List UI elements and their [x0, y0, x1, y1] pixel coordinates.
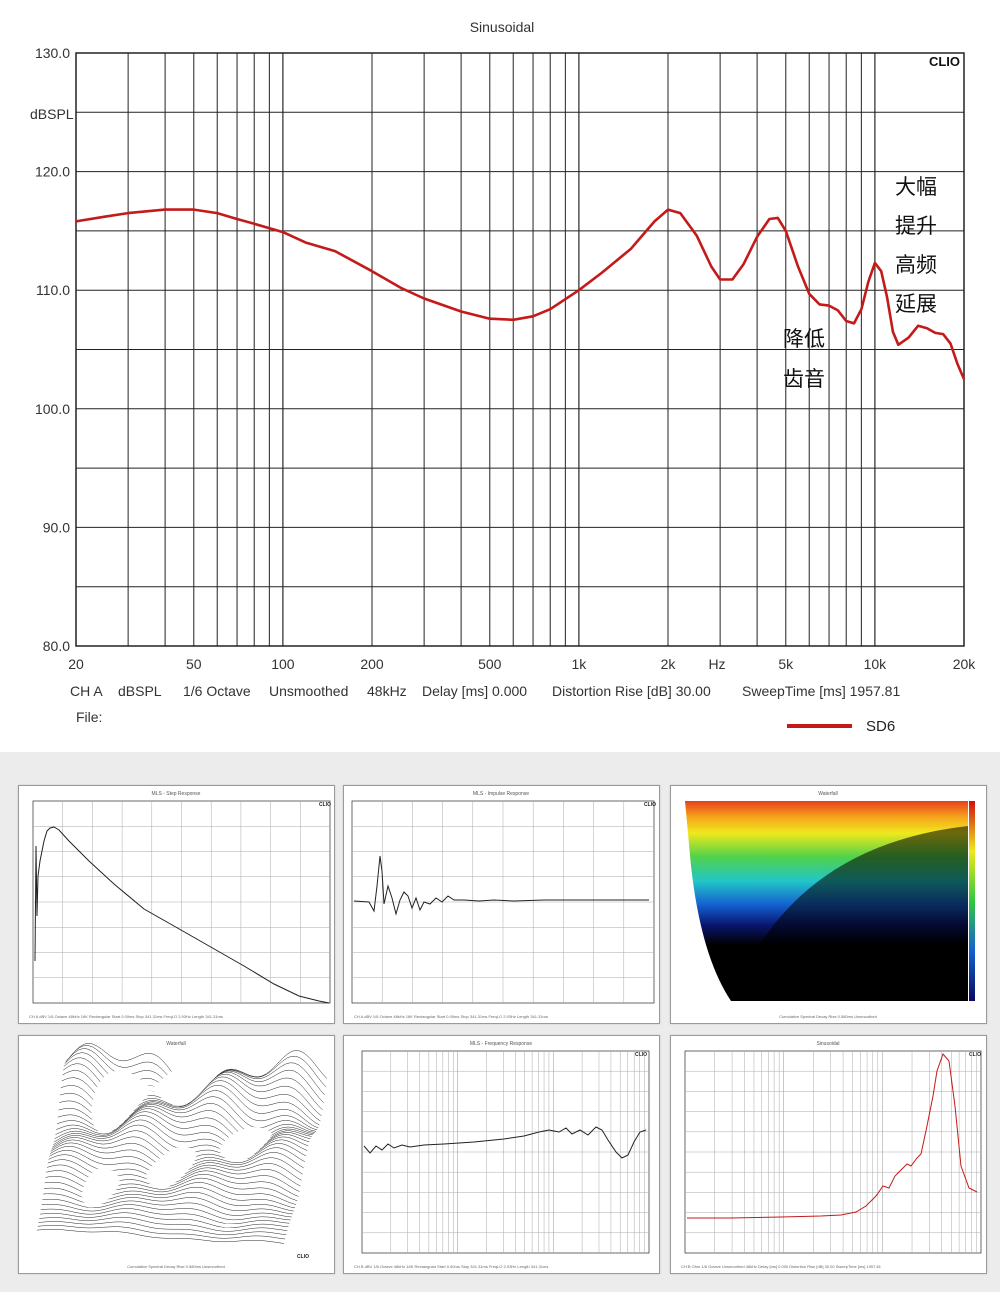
thumb-title: Waterfall: [166, 1041, 186, 1047]
x-tick-label: 50: [186, 656, 202, 672]
thumb-title: MLS - Frequency Response: [470, 1041, 532, 1047]
y-tick-label: 120.0: [35, 164, 70, 180]
thumb-footer: CH B Ohm 1/6 Octave Unsmoothed 48kHz Del…: [681, 1264, 882, 1269]
thumb-title: Waterfall: [818, 791, 838, 797]
waterfall-mask: [685, 801, 731, 1001]
y-tick-label: 130.0: [35, 45, 70, 61]
x-tick-label: 1k: [571, 656, 587, 672]
y-tick-label: 110.0: [36, 282, 70, 298]
thumb-clio-logo: CLIO: [319, 802, 331, 808]
info-rate: 48kHz: [367, 683, 407, 699]
waterfall-slice: [42, 1198, 292, 1218]
y-axis-label: dBSPL: [30, 106, 74, 122]
annotation-line-3: 高频: [895, 254, 937, 277]
info-smoothing: 1/6 Octave: [183, 683, 251, 699]
thumb-footer: CH A dBV 1/6 Octave 48kHz 16K Rectangula…: [354, 1014, 548, 1019]
thumb-impulse-svg: MLS - Impulse Response CLIO CH A dBV 1/6…: [351, 791, 656, 1019]
y-tick-labels: 130.0 120.0 110.0 100.0 90.0 80.0: [35, 45, 70, 654]
thumb-clio-logo: CLIO: [297, 1254, 309, 1260]
x-tick-label: 200: [360, 656, 384, 672]
thumb-waterfall-3d: Waterfall CLIO Cumulative Spectral Decay…: [18, 1035, 335, 1274]
x-tick-label: 2k: [661, 656, 677, 672]
grid: [76, 53, 964, 646]
measurement-info: CH A dBSPL 1/6 Octave Unsmoothed 48kHz D…: [70, 683, 900, 725]
clio-logo: CLIO: [929, 54, 960, 69]
thumb-impulse-response: MLS - Impulse Response CLIO CH A dBV 1/6…: [343, 785, 660, 1024]
x-tick-label: 5k: [778, 656, 794, 672]
thumb-waterfall-3d-svg: Waterfall CLIO Cumulative Spectral Decay…: [36, 1041, 328, 1269]
thumb-sinus-svg: Sinusoidal CLIO CH B Ohm 1/6 Octave Unsm…: [681, 1041, 982, 1269]
thumb-clio-logo: CLIO: [969, 1052, 981, 1058]
x-tick-label: 100: [271, 656, 295, 672]
annotation-line-1: 大幅: [895, 176, 937, 199]
main-chart-svg: Sinusoidal dBSPL CLIO 130.0 120.0 110.0 100…: [30, 19, 976, 735]
thumb-grid: [351, 800, 655, 1004]
info-delay: Delay [ms] 0.000: [422, 683, 527, 699]
x-tick-label: 20k: [953, 656, 977, 672]
thumb-title: MLS - Step Response: [152, 791, 201, 797]
annotation-line-4: 延展: [895, 293, 937, 316]
thumb-frequency-response: MLS - Frequency Response CLIO CH B dBV 1…: [343, 1035, 660, 1274]
waterfall-colour-scale: [969, 801, 975, 1001]
waterfall-slice: [38, 1221, 287, 1236]
thumb-step-curve: [34, 826, 330, 1004]
y-tick-label: 100.0: [35, 401, 70, 417]
waterfall-slice: [36, 1229, 285, 1244]
info-sweep: SweepTime [ms] 1957.81: [742, 683, 900, 699]
waterfall-3d-slices: [36, 1043, 328, 1244]
info-channel: CH A: [70, 683, 103, 699]
thumb-title: Sinusoidal: [816, 1041, 839, 1047]
thumb-sinusoidal: Sinusoidal CLIO CH B Ohm 1/6 Octave Unsm…: [670, 1035, 987, 1274]
x-tick-label: 20: [68, 656, 84, 672]
y-tick-label: 80.0: [43, 638, 70, 654]
thumb-waterfall-color: Waterfall Cumulative Spectral Decay Rise…: [670, 785, 987, 1024]
annotation-sibilance: 降低 齿音: [783, 328, 825, 391]
waterfall-decay-shadow: [731, 826, 968, 1001]
waterfall-slice: [40, 1208, 290, 1225]
thumb-freq-svg: MLS - Frequency Response CLIO CH B dBV 1…: [354, 1041, 650, 1269]
annotation-treble: 大幅 提升 高频 延展: [895, 176, 937, 316]
thumb-waterfall-color-svg: Waterfall Cumulative Spectral Decay Rise…: [685, 791, 975, 1019]
annotation-line-6: 齿音: [783, 368, 825, 391]
legend: SD6: [787, 718, 895, 735]
thumb-step-response: MLS - Step Response CLIO CH A dBV 1/6 Oc…: [18, 785, 335, 1024]
thumb-step-svg: MLS - Step Response CLIO CH A dBV 1/6 Oc…: [29, 791, 331, 1019]
legend-label-sd6: SD6: [866, 718, 895, 735]
x-tick-label: 500: [478, 656, 502, 672]
thumb-impulse-curve: [353, 855, 649, 916]
waterfall-slice: [41, 1204, 291, 1221]
thumb-clio-logo: CLIO: [635, 1052, 647, 1058]
plot-frame: [75, 52, 965, 647]
thumb-grid: [32, 800, 331, 1004]
x-tick-label: 10k: [864, 656, 888, 672]
x-unit-label: Hz: [708, 656, 725, 672]
thumb-grid: [684, 1050, 982, 1254]
chart-title: Sinusoidal: [470, 19, 535, 35]
info-unsmoothed: Unsmoothed: [269, 683, 348, 699]
main-frequency-response-chart: Sinusoidal dBSPL CLIO 130.0 120.0 110.0 100…: [30, 19, 976, 735]
thumb-grid: [361, 1050, 650, 1254]
x-tick-labels: 20 50 100 200 500 1k 2k 5k 10k 20k: [68, 656, 976, 672]
annotation-line-5: 降低: [783, 328, 825, 351]
thumb-footer: CH A dBV 1/6 Octave 48kHz 16K Rectangula…: [29, 1014, 223, 1019]
thumbnail-gallery: MLS - Step Response CLIO CH A dBV 1/6 Oc…: [0, 752, 1000, 1292]
thumb-clio-logo: CLIO: [644, 802, 656, 808]
thumb-sinus-curve: [687, 1053, 978, 1219]
waterfall-slice: [39, 1216, 288, 1232]
waterfall-slice: [37, 1225, 286, 1240]
info-units: dBSPL: [118, 683, 162, 699]
waterfall-slice: [40, 1212, 289, 1228]
series-line-sd6: [75, 208, 966, 380]
y-tick-label: 90.0: [43, 519, 70, 535]
thumb-freq-curve: [363, 1126, 647, 1159]
info-distortion: Distortion Rise [dB] 30.00: [552, 683, 711, 699]
info-file: File:: [76, 709, 102, 725]
annotation-line-2: 提升: [895, 215, 937, 238]
thumb-footer: CH B dBV 1/6 Octave 48kHz 16K Rectangula…: [354, 1264, 548, 1269]
thumb-title: MLS - Impulse Response: [473, 791, 529, 797]
thumb-footer: Cumulative Spectral Decay Rise 0.580ms U…: [779, 1014, 877, 1019]
thumb-footer: Cumulative Spectral Decay Rise 0.580ms U…: [127, 1264, 225, 1269]
